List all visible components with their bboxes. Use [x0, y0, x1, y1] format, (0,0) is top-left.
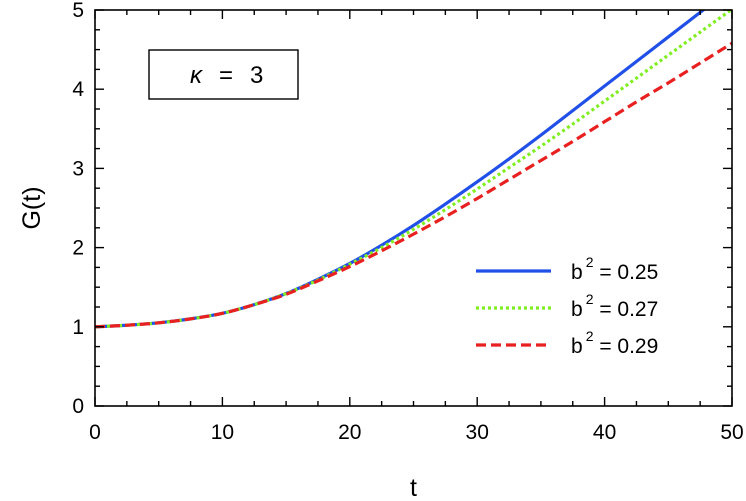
kappa-equals: = — [219, 62, 233, 89]
legend-label-value: = 0.27 — [593, 298, 658, 321]
kappa-annotation: κ = 3 — [148, 49, 299, 100]
legend-label-superscript: 2 — [586, 254, 594, 270]
y-tick-label: 3 — [72, 157, 84, 180]
x-tick-label: 40 — [593, 421, 616, 444]
legend-label-superscript: 2 — [586, 328, 594, 344]
x-tick-label: 20 — [338, 421, 361, 444]
kappa-value: 3 — [250, 62, 263, 89]
y-tick-label: 1 — [72, 316, 84, 339]
series-layer — [95, 10, 732, 329]
legend-label-value: = 0.25 — [593, 261, 658, 284]
legend-label-superscript: 2 — [586, 291, 594, 307]
y-tick-label: 4 — [72, 78, 84, 101]
y-tick-label: 5 — [72, 0, 84, 22]
x-tick-label: 0 — [89, 421, 101, 444]
ticks-layer — [94, 9, 733, 407]
legend-label-base: b — [571, 298, 583, 321]
x-tick-label: 10 — [211, 421, 234, 444]
y-tick-label: 2 — [72, 237, 84, 260]
legend-label-value: = 0.29 — [593, 335, 658, 358]
series-line-2 — [95, 10, 732, 329]
y-tick-label: 0 — [72, 395, 84, 418]
x-axis-label: t — [410, 474, 417, 501]
x-tick-label: 30 — [466, 421, 489, 444]
x-tick-label: 50 — [720, 421, 743, 444]
series-line-3 — [95, 41, 732, 329]
kappa-annotation-box — [148, 49, 299, 100]
legend-label-base: b — [571, 335, 583, 358]
tick-labels: 0 10 20 30 40 50 0 1 2 3 4 5 — [72, 0, 743, 444]
y-axis-label: G(t) — [18, 186, 46, 229]
kappa-symbol: κ — [190, 62, 204, 89]
legend-label-base: b — [571, 261, 583, 284]
